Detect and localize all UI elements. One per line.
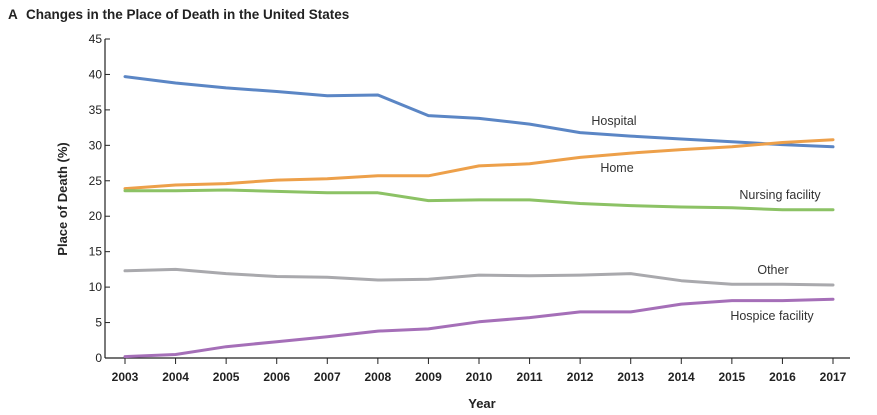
y-tick-label: 30	[89, 138, 103, 152]
y-tick-label: 0	[95, 351, 102, 365]
x-tick-label: 2013	[617, 370, 644, 384]
series-line-home	[123, 138, 835, 191]
y-tick-label: 35	[89, 103, 103, 117]
series-line-hospital	[123, 75, 835, 149]
series-label-hospice-facility: Hospice facility	[730, 309, 814, 323]
x-tick-label: 2016	[769, 370, 796, 384]
series-label-hospital: Hospital	[591, 114, 636, 128]
series-line-other	[123, 267, 835, 287]
series-line-hospice-facility	[123, 297, 835, 359]
series-line-nursing-facility	[123, 188, 835, 212]
x-tick-label: 2009	[415, 370, 442, 384]
y-tick-label: 5	[95, 316, 102, 330]
series-label-home: Home	[600, 161, 633, 175]
x-tick-label: 2006	[263, 370, 290, 384]
y-tick-label: 15	[89, 245, 103, 259]
x-tick-label: 2011	[517, 370, 543, 384]
panel-label: A	[8, 7, 18, 22]
x-tick-label: 2014	[668, 370, 695, 384]
y-axis-label: Place of Death (%)	[55, 142, 70, 255]
x-tick-label: 2015	[719, 370, 746, 384]
x-tick-label: 2004	[162, 370, 189, 384]
series-label-other: Other	[757, 263, 788, 277]
y-tick-label: 25	[89, 174, 103, 188]
x-tick-label: 2007	[314, 370, 341, 384]
x-tick-label: 2017	[820, 370, 847, 384]
y-tick-label: 45	[89, 32, 103, 46]
x-axis-label: Year	[468, 396, 495, 411]
x-tick-label: 2008	[365, 370, 392, 384]
series-label-nursing-facility: Nursing facility	[739, 188, 821, 202]
x-tick-label: 2012	[567, 370, 594, 384]
chart-title: Changes in the Place of Death in the Uni…	[26, 7, 349, 22]
y-tick-label: 20	[89, 209, 103, 223]
x-tick-label: 2010	[466, 370, 493, 384]
x-tick-label: 2003	[112, 370, 139, 384]
x-tick-label: 2005	[213, 370, 240, 384]
y-tick-label: 40	[89, 67, 103, 81]
y-tick-label: 10	[89, 280, 103, 294]
